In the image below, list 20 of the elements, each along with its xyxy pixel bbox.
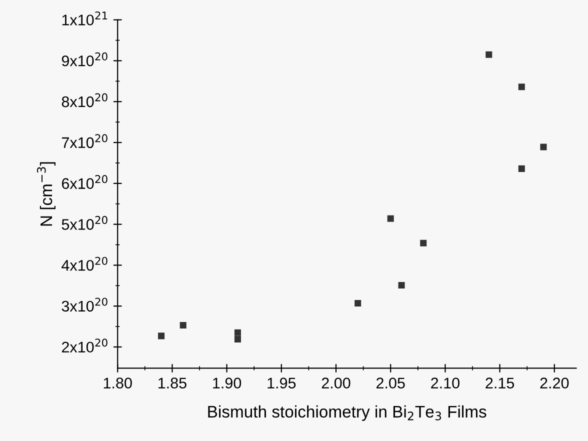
x-tick-label: 2.00 [322,378,350,388]
x-tick-label: 2.15 [486,378,514,388]
x-tick-label: 1.85 [158,378,186,388]
x-tick-label: 1.90 [213,378,242,388]
x-axis-title: Bismuth stoichiometry in Bi$_{2}$Te$_{3}$ Films [208,405,486,421]
x-tick-label: 2.10 [431,378,460,388]
y-tick-label: 7x10$^{20}$ [62,134,108,148]
y-tick-label: 9x10$^{20}$ [62,52,108,66]
y-axis-title: N [cm$^{−3}$] [36,162,56,226]
y-tick-label: 1x10$^{21}$ [62,11,108,26]
y-tick-label: 6x10$^{20}$ [62,175,108,189]
y-tick-label: 5x10$^{20}$ [62,216,108,230]
y-tick-label: 2x10$^{20}$ [62,338,108,353]
x-tick-label: 1.80 [104,378,132,388]
y-tick-label: 4x10$^{20}$ [62,256,108,271]
y-tick-label: 3x10$^{20}$ [62,298,108,312]
x-tick-label: 1.95 [268,378,296,388]
x-tick-label: 2.20 [540,378,569,388]
y-tick-label: 8x10$^{20}$ [62,93,108,108]
x-tick-label: 2.05 [376,378,405,388]
